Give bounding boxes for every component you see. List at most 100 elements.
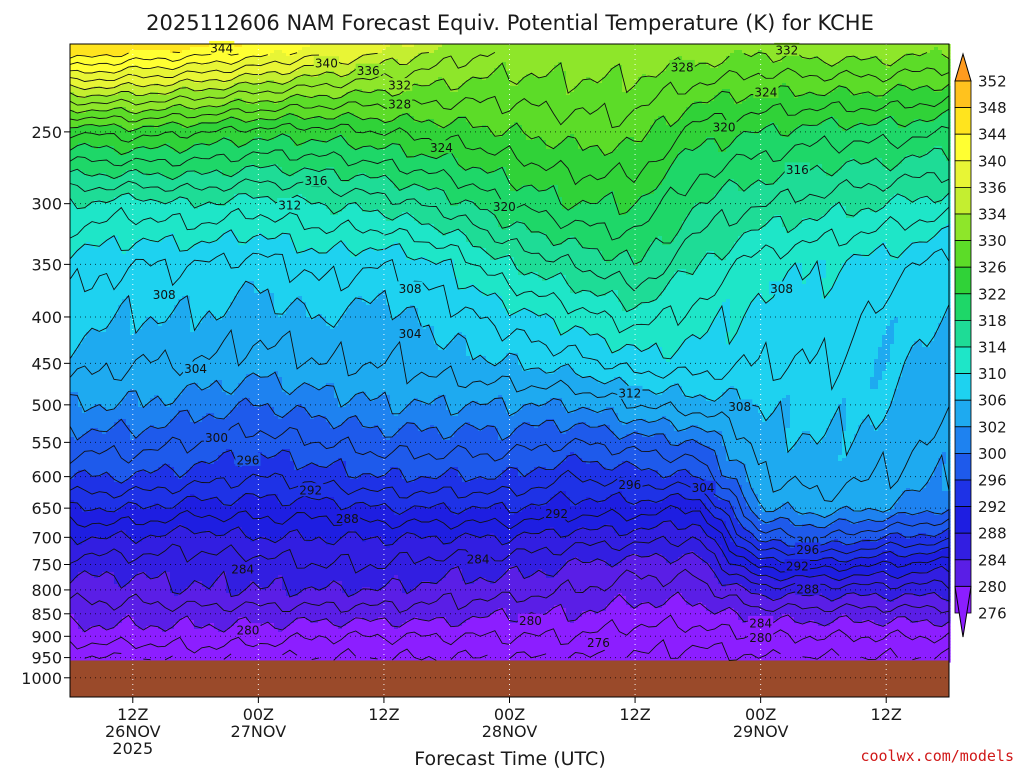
heatmap-cell: [134, 50, 139, 54]
heatmap-cell: [274, 47, 279, 51]
heatmap-cell: [914, 62, 919, 66]
heatmap-cell: [818, 50, 823, 54]
heatmap-cell: [410, 50, 415, 54]
heatmap-cell: [258, 56, 263, 60]
heatmap-cell: [534, 47, 539, 51]
heatmap-cell: [766, 47, 771, 51]
heatmap-cell: [82, 65, 87, 69]
heatmap-cell: [734, 65, 739, 69]
heatmap-cell: [518, 62, 523, 66]
heatmap-cell: [74, 56, 79, 60]
heatmap-cell: [934, 65, 939, 69]
heatmap-cell: [438, 47, 443, 51]
heatmap-cell: [414, 59, 419, 63]
heatmap-cell: [606, 59, 611, 63]
heatmap-cell: [466, 65, 471, 69]
heatmap-cell: [550, 59, 555, 63]
heatmap-cell: [390, 53, 395, 57]
heatmap-cell: [470, 53, 475, 57]
heatmap-cell: [546, 47, 551, 51]
heatmap-cell: [858, 53, 863, 57]
heatmap-cell: [394, 59, 399, 63]
heatmap-cell: [446, 59, 451, 63]
heatmap-cell: [534, 44, 539, 48]
heatmap-cell: [578, 56, 583, 60]
heatmap-cell: [206, 62, 211, 66]
heatmap-cell: [874, 65, 879, 69]
heatmap-cell: [694, 62, 699, 66]
heatmap-cell: [242, 50, 247, 54]
heatmap-cell: [934, 53, 939, 57]
heatmap-cell: [462, 59, 467, 63]
heatmap-cell: [558, 44, 563, 48]
heatmap-cell: [914, 50, 919, 54]
heatmap-cell: [942, 44, 947, 48]
heatmap-cell: [70, 50, 75, 54]
heatmap-cell: [254, 56, 259, 60]
heatmap-cell: [746, 44, 751, 48]
heatmap-cell: [502, 59, 507, 63]
heatmap-cell: [678, 47, 683, 51]
heatmap-cell: [666, 50, 671, 54]
heatmap-cell: [426, 47, 431, 51]
heatmap-cell: [490, 59, 495, 63]
heatmap-cell: [278, 56, 283, 60]
heatmap-cell: [930, 53, 935, 57]
heatmap-cell: [150, 47, 155, 51]
heatmap-cell: [562, 59, 567, 63]
heatmap-cell: [630, 47, 635, 51]
heatmap-cell: [658, 59, 663, 63]
heatmap-cell: [270, 47, 275, 51]
heatmap-cell: [654, 53, 659, 57]
heatmap-cell: [442, 59, 447, 63]
heatmap-cell: [918, 53, 923, 57]
heatmap-cell: [510, 62, 515, 66]
heatmap-cell: [806, 47, 811, 51]
heatmap-cell: [746, 47, 751, 51]
heatmap-cell: [658, 62, 663, 66]
heatmap-cell: [266, 50, 271, 54]
heatmap-cell: [138, 65, 143, 69]
heatmap-cell: [926, 53, 931, 57]
heatmap-cell: [770, 56, 775, 60]
heatmap-cell: [514, 62, 519, 66]
heatmap-cell: [402, 47, 407, 51]
heatmap-cell: [866, 62, 871, 66]
heatmap-cell: [618, 47, 623, 51]
heatmap-cell: [290, 50, 295, 54]
heatmap-cell: [830, 65, 835, 69]
heatmap-cell: [450, 47, 455, 51]
heatmap-cell: [454, 47, 459, 51]
heatmap-cell: [642, 56, 647, 60]
heatmap-cell: [234, 65, 239, 69]
heatmap-cell: [82, 59, 87, 63]
heatmap-cell: [258, 53, 263, 57]
heatmap-cell: [874, 56, 879, 60]
heatmap-cell: [166, 53, 171, 57]
heatmap-cell: [266, 53, 271, 57]
heatmap-cell: [286, 53, 291, 57]
heatmap-cell: [698, 59, 703, 63]
heatmap-cell: [866, 44, 871, 48]
heatmap-cell: [918, 50, 923, 54]
heatmap-cell: [938, 59, 943, 63]
heatmap-cell: [746, 65, 751, 69]
heatmap-cell: [198, 56, 203, 60]
heatmap-cell: [290, 53, 295, 57]
heatmap-cell: [398, 56, 403, 60]
heatmap-cell: [690, 44, 695, 48]
heatmap-cell: [894, 62, 899, 66]
heatmap-cell: [650, 53, 655, 57]
heatmap-cell: [90, 47, 95, 51]
heatmap-cell: [294, 59, 299, 63]
heatmap-cell: [626, 44, 631, 48]
heatmap-cell: [722, 62, 727, 66]
heatmap-cell: [654, 44, 659, 48]
heatmap-cell: [234, 50, 239, 54]
heatmap-cell: [906, 62, 911, 66]
heatmap-cell: [786, 59, 791, 63]
heatmap-cell: [910, 47, 915, 51]
heatmap-cell: [698, 50, 703, 54]
heatmap-cell: [754, 65, 759, 69]
heatmap-cell: [310, 59, 315, 63]
